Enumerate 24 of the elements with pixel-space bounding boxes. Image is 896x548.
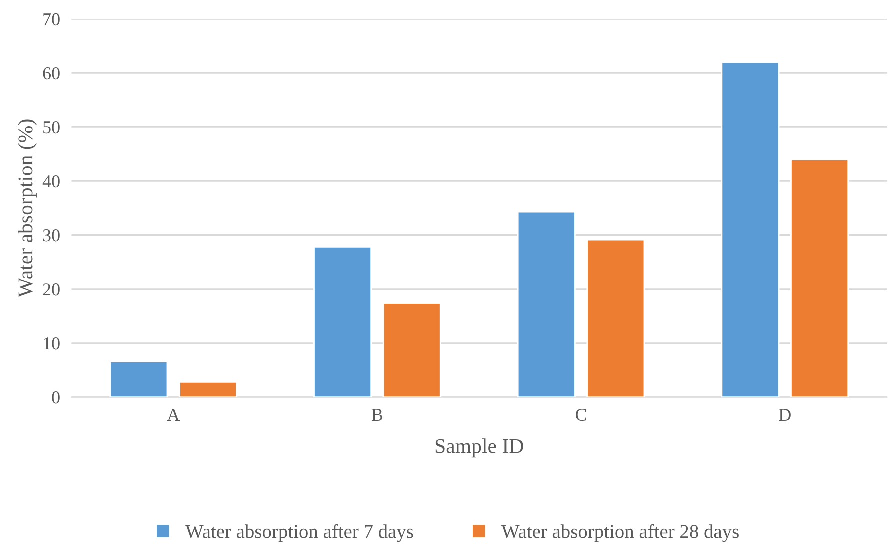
y-tick-label: 10 (44, 338, 60, 350)
y-tick-label: 70 (44, 13, 60, 26)
y-tick-label: 60 (43, 67, 60, 80)
x-tick-label: A (167, 409, 180, 421)
y-axis-title: Water absorption (%) (18, 120, 37, 298)
bar (517, 211, 576, 398)
x-tick-label: D (779, 409, 791, 421)
y-tick-label: 20 (43, 284, 60, 296)
x-axis-title: Sample ID (436, 438, 524, 458)
bar (179, 381, 238, 398)
y-tick-label: 40 (42, 175, 60, 188)
bar (586, 239, 646, 398)
bar (382, 302, 442, 398)
y-tick-label: 30 (43, 230, 60, 242)
bar (314, 246, 372, 398)
x-tick-label: C (576, 408, 586, 422)
bar (721, 62, 780, 398)
legend-label: Water absorption after 7 days (186, 524, 414, 542)
y-tick-label: 50 (44, 121, 60, 134)
bar (790, 158, 850, 398)
y-tick-label: 0 (52, 392, 60, 404)
legend-label: Water absorption after 28 days (501, 524, 739, 542)
bar (110, 360, 168, 398)
x-tick-label: B (372, 409, 383, 421)
